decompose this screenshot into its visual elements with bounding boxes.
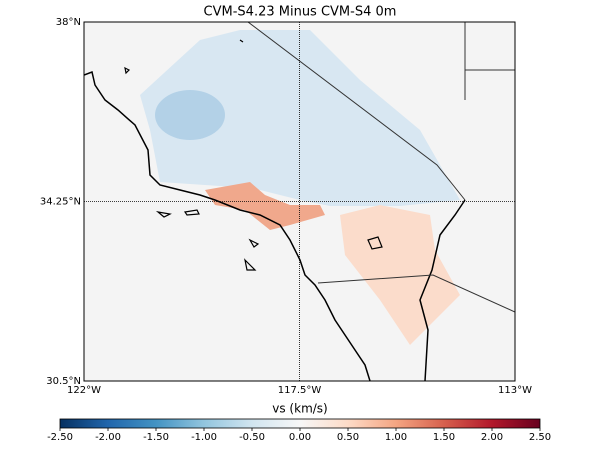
colorbar (59, 418, 541, 429)
gulf-coast (419, 199, 466, 381)
field-positive (205, 182, 325, 230)
lon-tick-label: 117.5°W (278, 385, 322, 396)
lon-tick-label: 113°W (498, 385, 532, 396)
colorbar-tick-label: 0.00 (289, 432, 311, 443)
colorbar-tick-label: -2.00 (95, 432, 121, 443)
colorbar-tick-label: -2.50 (47, 432, 73, 443)
field-negative-strong (155, 90, 225, 140)
title: CVM-S4.23 Minus CVM-S4 0m (204, 5, 397, 20)
map (84, 22, 515, 381)
colorbar-tick-label: 0.50 (337, 432, 359, 443)
colorbar-tick-label: 1.50 (433, 432, 455, 443)
coastline (84, 70, 371, 381)
colorbar-tick-label: -1.00 (191, 432, 217, 443)
colorbar-tick-label: 2.50 (529, 432, 551, 443)
state-border (247, 22, 466, 201)
colorbar-label: vs (km/s) (272, 402, 327, 416)
field-negative (140, 30, 460, 206)
lat-tick-label: 30.5°N (46, 376, 81, 387)
lat-tick-label: 34.25°N (40, 197, 81, 208)
islands (124, 39, 383, 271)
country-border (317, 274, 515, 313)
lat-tick-label: 38°N (56, 17, 81, 28)
colorbar-tick-label: 2.00 (481, 432, 503, 443)
colorbar-tick-label: 1.00 (385, 432, 407, 443)
colorbar-tick-label: -1.50 (143, 432, 169, 443)
lon-tick-label: 122°W (67, 385, 101, 396)
colorbar-tick-label: -0.50 (239, 432, 265, 443)
